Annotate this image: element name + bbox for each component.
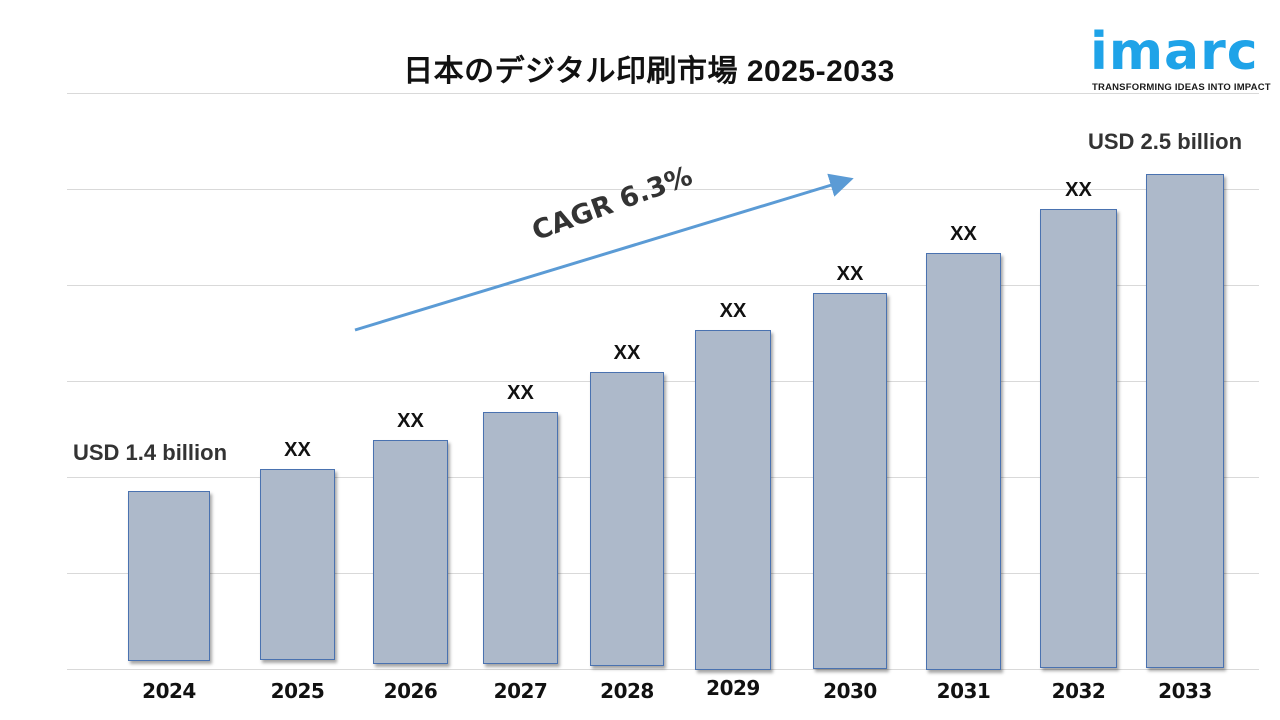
bar-2033 <box>1146 174 1224 668</box>
gridline <box>67 93 1259 94</box>
x-axis-label: 2024 <box>142 679 196 703</box>
logo-wordmark: imarc <box>1090 22 1259 82</box>
x-axis-label: 2033 <box>1158 679 1212 703</box>
x-axis-label: 2025 <box>270 679 325 703</box>
bar-value-label: XX <box>613 342 641 364</box>
start-value-label: USD 1.4 billion <box>73 440 228 465</box>
imarc-logo: imarc TRANSFORMING IDEAS INTO IMPACT <box>1090 18 1271 98</box>
x-axis-label: 2027 <box>493 679 548 703</box>
bar-2027 <box>483 412 558 664</box>
bar-2025 <box>260 469 335 660</box>
x-axis-label: 2032 <box>1051 679 1106 703</box>
bar-2032 <box>1040 209 1117 668</box>
x-axis-label: 2029 <box>706 676 760 700</box>
end-value-label: USD 2.5 billion <box>1088 129 1243 154</box>
x-axis-line <box>67 669 1259 670</box>
x-axis-label: 2031 <box>936 679 991 703</box>
bar-value-label: XX <box>1065 179 1092 201</box>
bar-value-label: XX <box>507 382 534 404</box>
bar-2030 <box>813 293 887 669</box>
bar-2029 <box>695 330 771 670</box>
bar-2024 <box>128 491 210 661</box>
bar-value-label: XX <box>950 223 977 245</box>
bar-2026 <box>373 440 448 664</box>
bar-2031 <box>926 253 1001 670</box>
bar-value-label: XX <box>397 410 424 432</box>
bar-value-label: XX <box>284 439 311 461</box>
cagr-label: CAGR 6.3% <box>528 160 697 248</box>
x-axis-label: 2030 <box>823 679 877 703</box>
x-axis-label: 2026 <box>383 679 438 703</box>
logo-tagline: TRANSFORMING IDEAS INTO IMPACT <box>1092 82 1271 93</box>
bar-2028 <box>590 372 664 666</box>
x-axis-label: 2028 <box>600 679 654 703</box>
bar-value-label: XX <box>836 263 864 285</box>
chart-title: 日本のデジタル印刷市場 2025-2033 <box>403 55 895 88</box>
bar-value-label: XX <box>719 300 747 322</box>
